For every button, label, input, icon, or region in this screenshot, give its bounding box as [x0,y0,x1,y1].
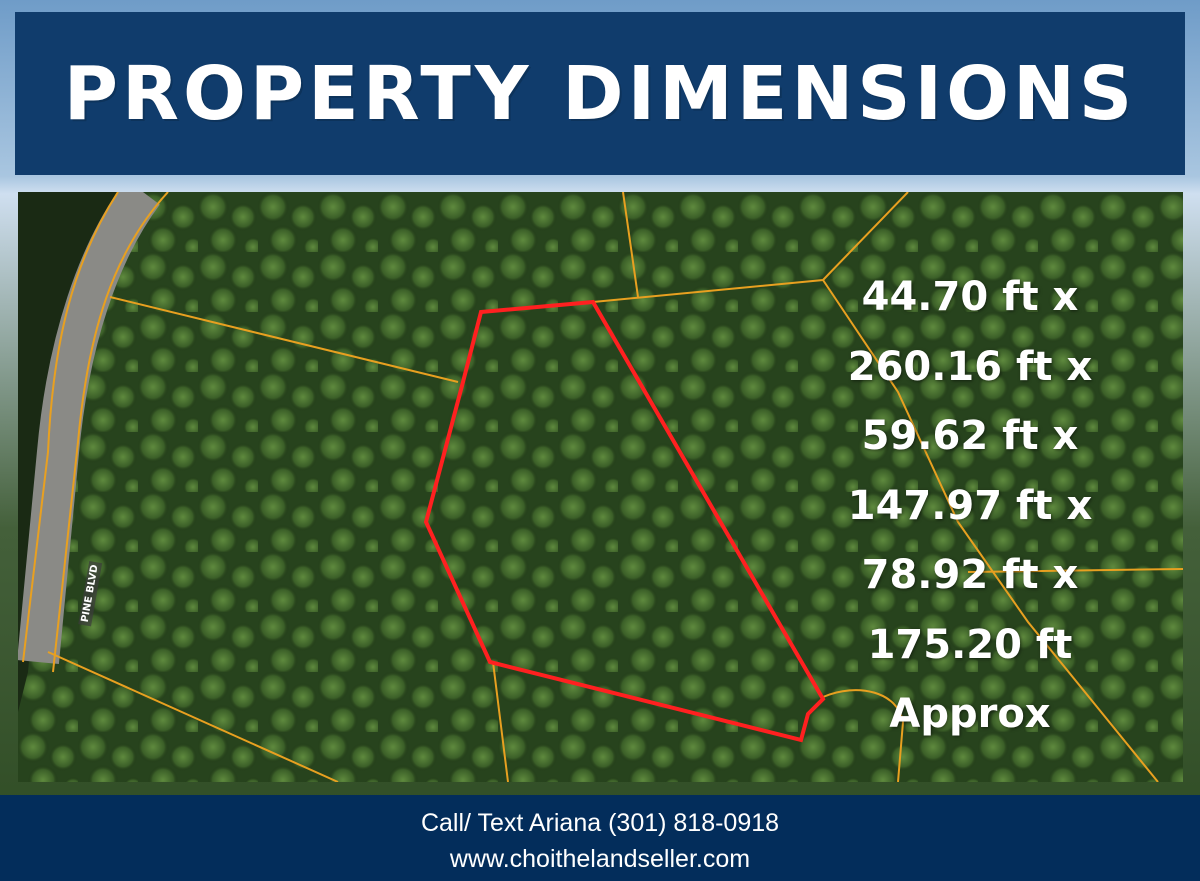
page-title: PROPERTY DIMENSIONS [63,50,1137,137]
dimension-2: 260.16 ft x [847,343,1093,390]
contact-footer: Call/ Text Ariana (301) 818-0918 www.cho… [0,795,1200,881]
aerial-map: PINE BLVD [18,192,1183,782]
dimension-6: 175.20 ft [867,621,1073,668]
title-banner: PROPERTY DIMENSIONS [15,12,1185,175]
forest-canopy [18,192,1183,782]
road [18,192,160,664]
dimension-5: 78.92 ft x [861,552,1079,598]
map-graphic [18,192,1183,782]
dimension-4: 147.97 ft x [847,482,1093,529]
parcel-lines [22,192,1183,782]
dimensions-list: 44.70 ft x 260.16 ft x 59.62 ft x 147.97… [805,263,1135,750]
contact-phone: Call/ Text Ariana (301) 818-0918 [420,809,780,837]
dimension-1: 44.70 ft x [861,274,1079,320]
website-link[interactable]: www.choithelandseller.com [449,845,751,873]
approx-label: Approx [889,691,1051,737]
dimension-3: 59.62 ft x [861,413,1079,459]
property-boundary [423,299,826,743]
